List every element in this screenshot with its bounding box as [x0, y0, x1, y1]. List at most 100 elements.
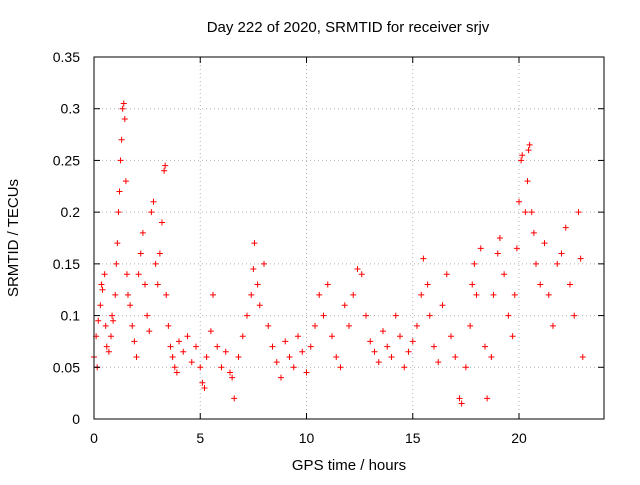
- data-point: [173, 369, 180, 376]
- data-point: [462, 364, 469, 371]
- data-point: [494, 250, 501, 257]
- data-point: [467, 322, 474, 329]
- data-point: [405, 348, 412, 355]
- data-point: [452, 353, 459, 360]
- data-point: [265, 322, 272, 329]
- data-point: [380, 328, 386, 335]
- data-point: [518, 157, 525, 164]
- data-point: [144, 312, 151, 319]
- data-point: [516, 198, 522, 205]
- data-point: [131, 338, 138, 345]
- data-point: [117, 157, 124, 164]
- data-point: [105, 348, 112, 355]
- data-point: [184, 333, 191, 340]
- data-point: [409, 338, 416, 345]
- data-point: [256, 302, 263, 309]
- data-point: [303, 369, 310, 376]
- y-tick-label: 0.1: [61, 308, 81, 324]
- data-point: [248, 291, 255, 298]
- data-point: [484, 395, 491, 402]
- y-tick-label: 0.35: [53, 49, 80, 65]
- data-point: [251, 240, 258, 247]
- data-point: [424, 281, 431, 288]
- data-point: [125, 291, 131, 298]
- data-point: [358, 271, 365, 278]
- data-point: [307, 343, 314, 350]
- data-point: [524, 178, 531, 185]
- data-point: [295, 333, 301, 340]
- data-point: [550, 322, 556, 329]
- data-point: [469, 281, 476, 288]
- data-point: [214, 343, 221, 350]
- data-point: [316, 291, 323, 298]
- data-point: [554, 260, 561, 267]
- y-tick-label: 0.15: [53, 256, 80, 272]
- data-point: [392, 312, 399, 319]
- data-point: [496, 235, 503, 241]
- data-point: [113, 260, 120, 267]
- data-point: [137, 250, 144, 257]
- data-point: [122, 178, 129, 185]
- data-point: [108, 333, 114, 340]
- data-point: [118, 136, 125, 143]
- y-tick-label: 0: [72, 411, 80, 427]
- data-point: [312, 322, 318, 329]
- data-point: [443, 271, 450, 278]
- data-point: [142, 281, 148, 288]
- data-point: [354, 266, 361, 273]
- data-point: [269, 343, 276, 350]
- y-tick-label: 0.25: [53, 152, 80, 168]
- y-axis-ticks: 0 0.05 0.1 0.15 0.2 0.25 0.3 0.35: [53, 49, 604, 427]
- data-point: [102, 322, 109, 329]
- data-point: [333, 353, 340, 360]
- data-point: [519, 152, 526, 159]
- data-point: [98, 281, 105, 288]
- data-point: [439, 302, 446, 309]
- data-point: [426, 312, 433, 319]
- data-point: [210, 291, 216, 298]
- data-point: [156, 250, 163, 257]
- data-point: [488, 353, 495, 360]
- data-point: [129, 322, 136, 329]
- data-point: [299, 348, 306, 355]
- data-point: [123, 271, 130, 278]
- data-point: [188, 359, 195, 366]
- y-tick-label: 0.2: [61, 204, 81, 220]
- data-point: [119, 105, 126, 112]
- x-axis-title: GPS time / hours: [292, 457, 406, 474]
- data-point: [567, 281, 573, 288]
- data-point: [180, 348, 187, 355]
- data-point: [169, 353, 176, 360]
- data-point: [367, 338, 374, 345]
- data-point: [229, 374, 236, 381]
- data-point: [203, 353, 210, 360]
- data-point: [121, 116, 128, 123]
- data-point: [418, 291, 425, 298]
- data-point: [329, 333, 335, 340]
- data-point: [562, 224, 569, 231]
- data-point: [112, 291, 119, 298]
- data-point: [171, 364, 178, 371]
- data-point: [522, 209, 529, 216]
- data-point: [282, 338, 289, 345]
- data-point: [579, 353, 586, 360]
- data-point: [371, 348, 378, 355]
- data-point: [199, 379, 206, 386]
- data-point: [509, 333, 516, 340]
- data-point: [109, 312, 116, 319]
- data-point: [397, 333, 403, 340]
- y-tick-label: 0.05: [53, 359, 80, 375]
- data-point: [337, 364, 344, 371]
- data-point: [278, 374, 284, 381]
- x-tick-label: 20: [511, 430, 527, 446]
- data-point: [161, 167, 168, 174]
- data-point: [273, 359, 280, 366]
- data-point: [456, 395, 463, 402]
- data-point: [115, 209, 122, 216]
- data-point: [227, 369, 233, 376]
- data-point: [162, 162, 169, 169]
- data-point: [420, 255, 427, 262]
- data-point: [244, 312, 250, 319]
- data-point: [250, 266, 257, 273]
